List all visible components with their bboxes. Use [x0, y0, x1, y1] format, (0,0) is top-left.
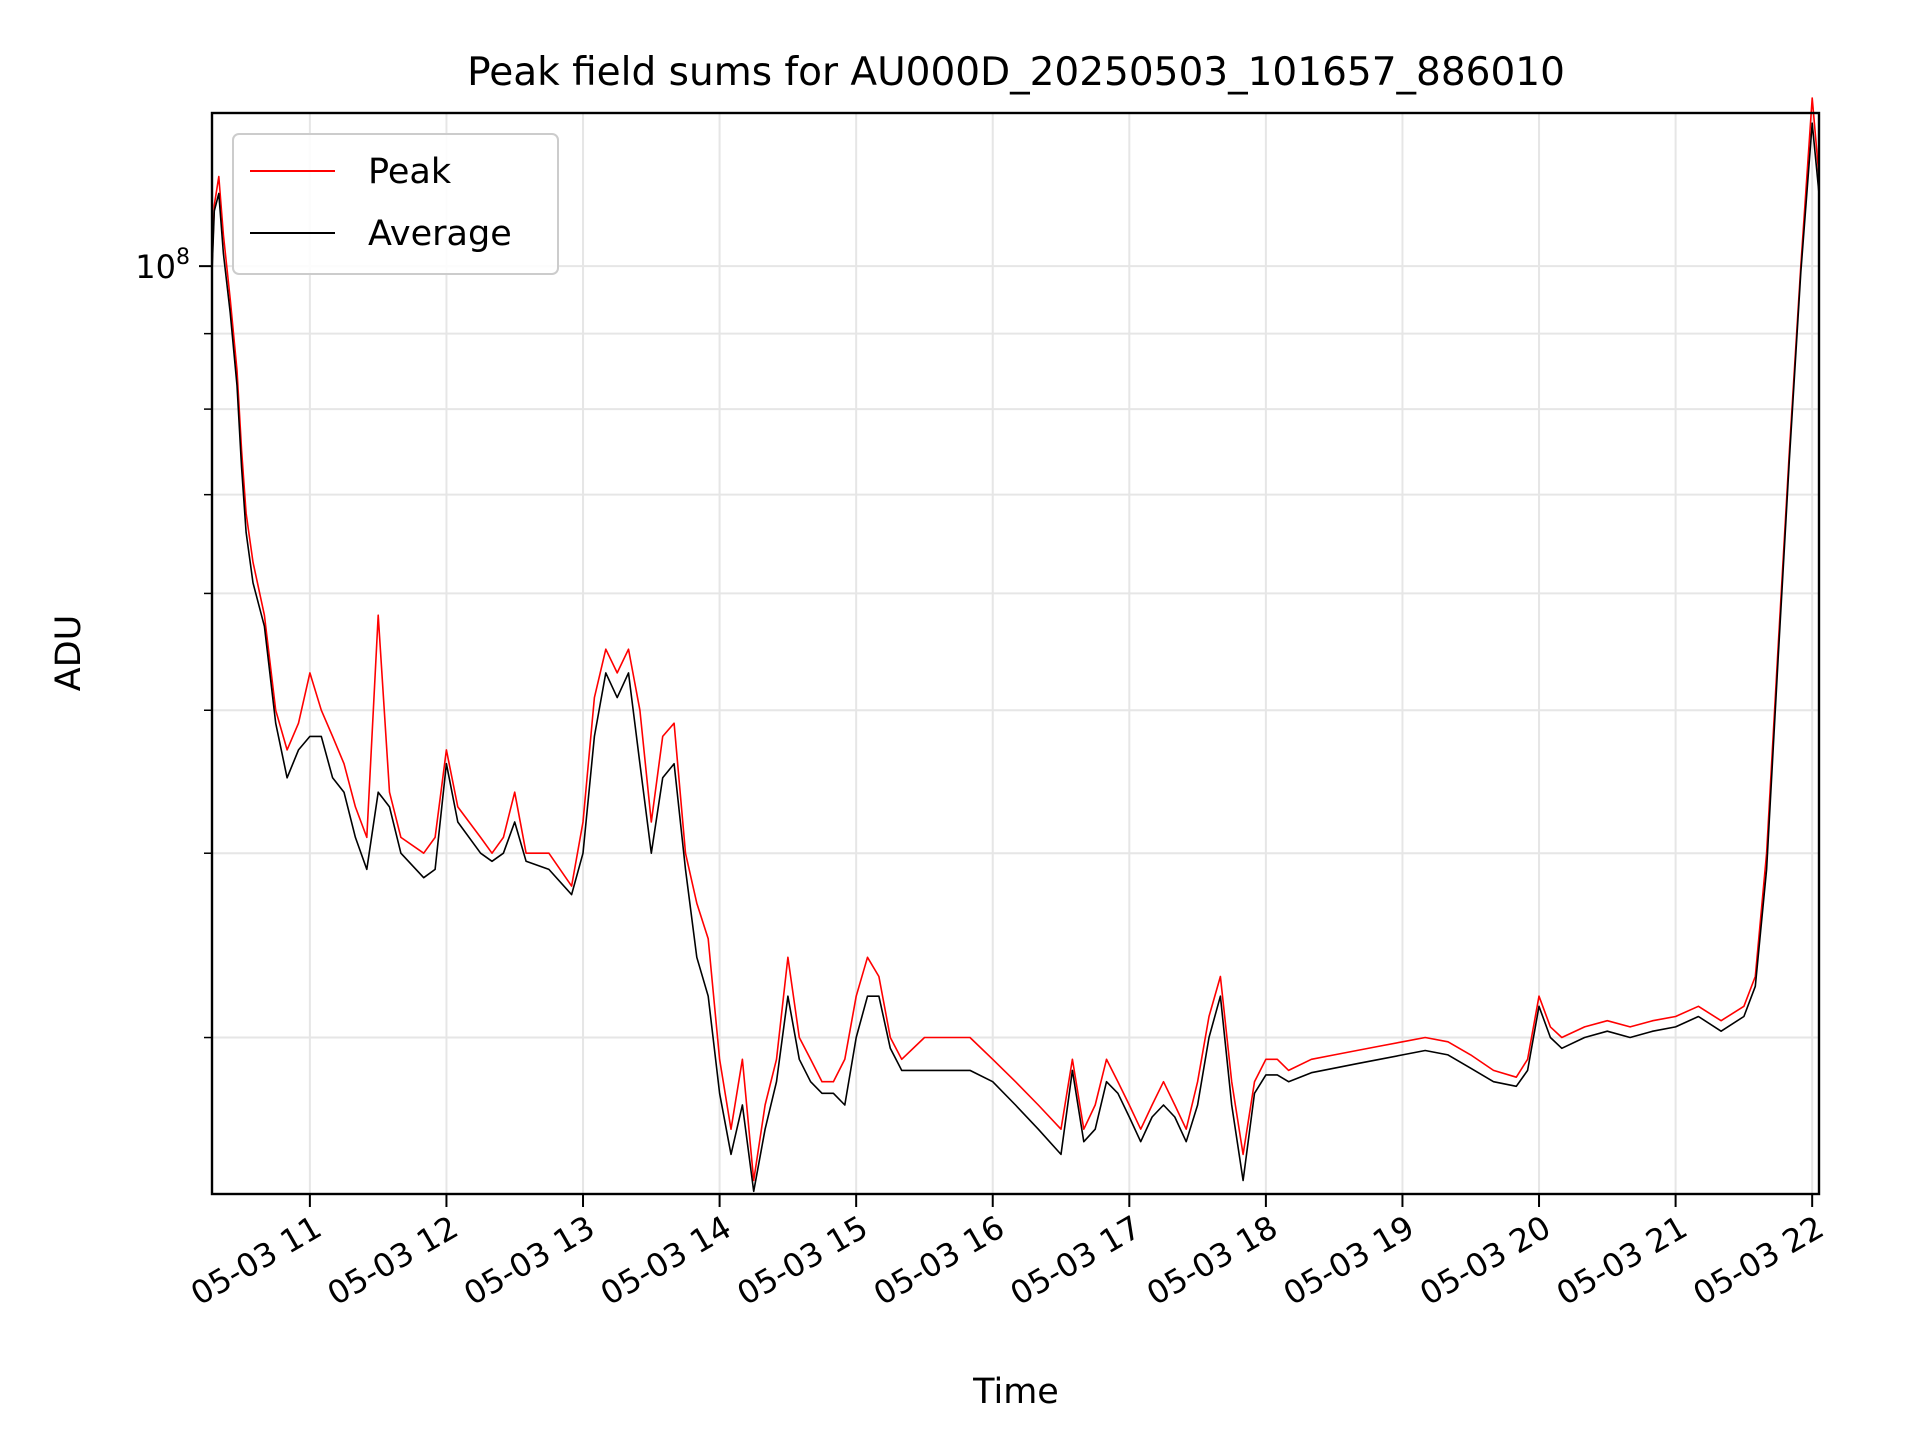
- legend-label-average: Average: [368, 214, 512, 254]
- y-axis-label: ADU: [49, 615, 89, 692]
- x-axis-label: Time: [972, 1372, 1059, 1412]
- y-ticks: 108: [135, 245, 212, 1039]
- series-line-average: [211, 122, 1820, 1193]
- series-line-peak: [211, 97, 1820, 1182]
- series-lines: [211, 97, 1820, 1193]
- plot-frame: [210, 111, 1821, 1196]
- chart-title: Peak field sums for AU000D_20250503_1016…: [467, 50, 1565, 95]
- legend-box: [232, 133, 559, 275]
- legend-label-peak: Peak: [368, 152, 452, 192]
- legend: Peak Average: [232, 133, 559, 275]
- y-tick-label: 108: [135, 245, 190, 286]
